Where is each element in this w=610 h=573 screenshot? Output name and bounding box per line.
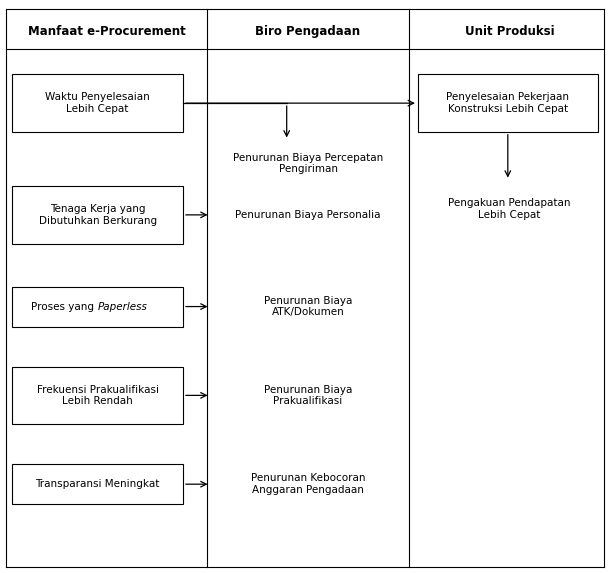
Text: Transparansi Meningkat: Transparansi Meningkat: [35, 479, 160, 489]
Text: Manfaat e-Procurement: Manfaat e-Procurement: [28, 25, 185, 38]
Text: Penurunan Kebocoran
Anggaran Pengadaan: Penurunan Kebocoran Anggaran Pengadaan: [251, 473, 365, 495]
FancyBboxPatch shape: [12, 367, 183, 424]
Text: Biro Pengadaan: Biro Pengadaan: [256, 25, 361, 38]
FancyBboxPatch shape: [418, 74, 598, 132]
Text: Paperless: Paperless: [98, 301, 148, 312]
Text: Penyelesaian Pekerjaan
Konstruksi Lebih Cepat: Penyelesaian Pekerjaan Konstruksi Lebih …: [447, 92, 569, 114]
Text: Tenaga Kerja yang
Dibutuhkan Berkurang: Tenaga Kerja yang Dibutuhkan Berkurang: [38, 204, 157, 226]
Text: Proses yang: Proses yang: [31, 301, 98, 312]
FancyBboxPatch shape: [12, 286, 183, 327]
Text: Waktu Penyelesaian
Lebih Cepat: Waktu Penyelesaian Lebih Cepat: [45, 92, 150, 114]
FancyBboxPatch shape: [12, 186, 183, 244]
Text: Pengakuan Pendapatan
Lebih Cepat: Pengakuan Pendapatan Lebih Cepat: [448, 198, 570, 220]
Text: Penurunan Biaya
ATK/Dokumen: Penurunan Biaya ATK/Dokumen: [264, 296, 352, 317]
FancyBboxPatch shape: [12, 464, 183, 504]
Text: Penurunan Biaya Personalia: Penurunan Biaya Personalia: [235, 210, 381, 220]
Text: Frekuensi Prakualifikasi
Lebih Rendah: Frekuensi Prakualifikasi Lebih Rendah: [37, 384, 159, 406]
Text: Penurunan Biaya
Prakualifikasi: Penurunan Biaya Prakualifikasi: [264, 384, 352, 406]
FancyBboxPatch shape: [12, 74, 183, 132]
Text: Penurunan Biaya Percepatan
Pengiriman: Penurunan Biaya Percepatan Pengiriman: [233, 152, 383, 174]
Text: Unit Produksi: Unit Produksi: [465, 25, 554, 38]
